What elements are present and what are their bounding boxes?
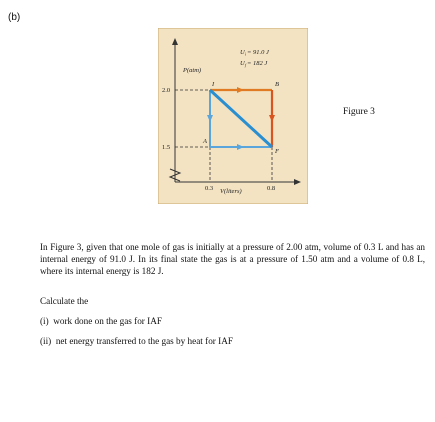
problem-text: In Figure 3, given that one mole of gas … [40, 242, 425, 276]
figure-caption: Figure 3 [343, 107, 375, 117]
arrow [207, 115, 213, 122]
y-axis-label: P(atm) [182, 67, 201, 74]
point-label: B [275, 81, 279, 88]
energy-initial: Ui= 91.0 J [240, 49, 270, 57]
figure-background [158, 28, 308, 204]
energy-final: Uf= 182 J [240, 60, 268, 68]
pv-diagram: P(atm) V(liters) Ui= 91.0 J Uf= 182 J 2.… [158, 28, 308, 204]
prompt: Calculate the [40, 296, 89, 306]
x-tick-label: 0.3 [205, 185, 213, 192]
question: (ii) net energy transferred to the gas b… [40, 336, 233, 346]
part-label: (b) [8, 12, 21, 23]
path-if [208, 88, 274, 149]
x-axis-label: V(liters) [220, 188, 242, 195]
arrow [237, 87, 244, 93]
question: (i) work done on the gas for IAF [40, 316, 162, 326]
arrow [237, 144, 244, 150]
x-axis-arrow [294, 179, 301, 185]
y-tick-label: 2.0 [162, 87, 170, 94]
y-axis-arrow [172, 38, 178, 45]
x-tick-label: 0.8 [267, 185, 275, 192]
y-tick-label: 1.5 [162, 144, 170, 151]
arrow [269, 115, 275, 122]
point-label: F [274, 148, 280, 155]
axis-break [168, 168, 182, 182]
point-label: A [202, 138, 207, 145]
point-label: I [211, 81, 215, 88]
